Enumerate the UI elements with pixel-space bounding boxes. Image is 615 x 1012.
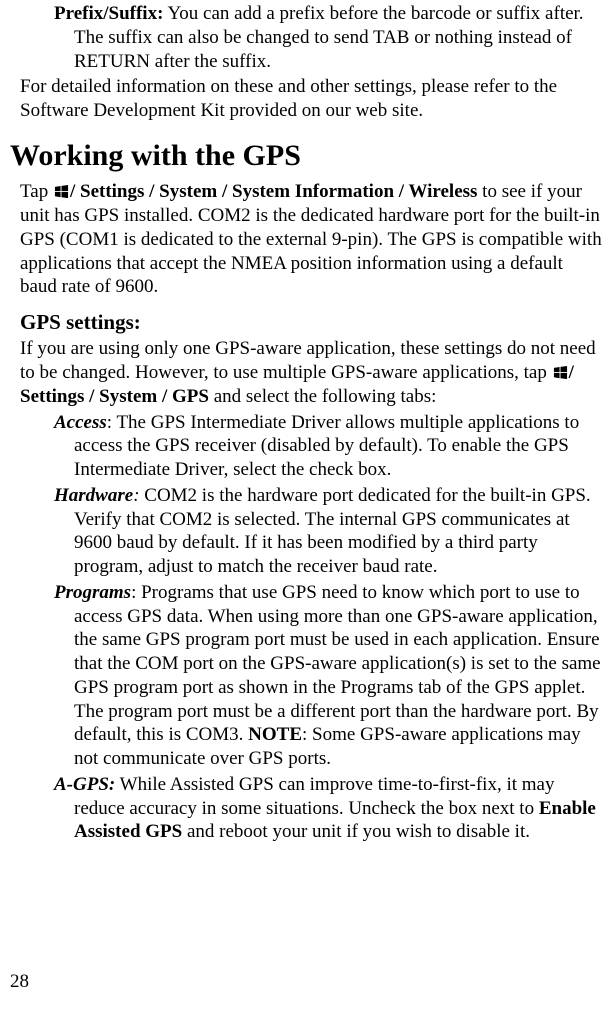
- windows-icon: [553, 366, 568, 379]
- document-page: Prefix/Suffix: You can add a prefix befo…: [10, 0, 605, 844]
- hardware-item: Hardware: COM2 is the hardware port dedi…: [20, 484, 603, 579]
- agps-text-pre: While Assisted GPS can improve time-to-f…: [74, 774, 554, 819]
- programs-item: Programs: Programs that use GPS need to …: [20, 581, 603, 771]
- gps-intro-paragraph: Tap / Settings / System / System Informa…: [20, 180, 603, 299]
- access-label: Access: [54, 412, 107, 433]
- programs-text-pre: : Programs that use GPS need to know whi…: [74, 582, 601, 746]
- prefix-suffix-label: Prefix/Suffix:: [54, 3, 163, 24]
- agps-label: A-GPS:: [54, 774, 115, 795]
- windows-icon: [54, 185, 69, 198]
- access-item: Access: The GPS Intermediate Driver allo…: [20, 411, 603, 482]
- prefix-suffix-item: Prefix/Suffix: You can add a prefix befo…: [20, 2, 603, 73]
- programs-note-label: NOTE: [248, 724, 302, 745]
- hardware-text: COM2 is the hardware port dedicated for …: [74, 485, 591, 577]
- hardware-label: Hardware: [54, 485, 133, 506]
- agps-text-post: and reboot your unit if you wish to disa…: [182, 821, 530, 842]
- page-number: 28: [10, 970, 29, 994]
- gps-intro-path: / Settings / System / System Information…: [70, 181, 477, 202]
- heading-working-with-gps: Working with the GPS: [10, 137, 603, 175]
- gps-intro-pre: Tap: [20, 181, 53, 202]
- gps-settings-intro-pre: If you are using only one GPS-aware appl…: [20, 338, 596, 383]
- programs-label: Programs: [54, 582, 131, 603]
- access-text: : The GPS Intermediate Driver allows mul…: [74, 412, 579, 481]
- agps-item: A-GPS: While Assisted GPS can improve ti…: [20, 773, 603, 844]
- sdk-note: For detailed information on these and ot…: [20, 75, 603, 123]
- heading-gps-settings: GPS settings:: [20, 309, 603, 335]
- gps-settings-intro: If you are using only one GPS-aware appl…: [20, 337, 603, 408]
- gps-settings-intro-post: and select the following tabs:: [209, 386, 436, 407]
